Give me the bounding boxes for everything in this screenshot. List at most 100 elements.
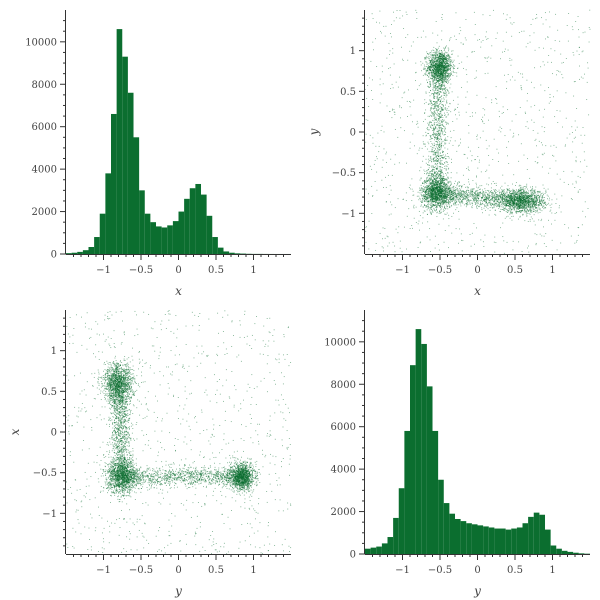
scatter-point	[543, 202, 545, 204]
scatter-point	[437, 192, 439, 194]
scatter-point	[511, 211, 513, 213]
scatter-point	[435, 171, 437, 172]
scatter-point	[438, 51, 440, 53]
scatter-point	[439, 192, 440, 194]
scatter-point	[437, 89, 439, 91]
scatter-point	[515, 206, 517, 208]
scatter-point	[426, 181, 428, 183]
scatter-point	[525, 197, 527, 198]
scatter-point	[432, 90, 434, 92]
scatter-point	[435, 118, 437, 120]
scatter-point	[422, 212, 424, 214]
scatter-point	[535, 205, 536, 207]
scatter-point	[425, 196, 426, 198]
scatter-point	[447, 68, 449, 70]
scatter-point	[440, 50, 442, 52]
scatter-point	[440, 54, 442, 56]
scatter-point	[415, 206, 417, 208]
scatter-point	[441, 79, 443, 81]
scatter-point	[524, 190, 526, 192]
scatter-point	[523, 195, 525, 197]
scatter-point	[432, 81, 434, 83]
scatter-point	[439, 177, 441, 179]
scatter-point	[439, 205, 441, 207]
scatter-point	[530, 186, 532, 188]
scatter-point	[432, 112, 434, 114]
scatter-point	[519, 184, 521, 186]
scatter-point	[437, 72, 439, 74]
scatter-point	[437, 202, 439, 204]
scatter-point	[440, 102, 442, 104]
scatter-point	[436, 155, 437, 157]
scatter-point	[428, 201, 430, 203]
scatter-point	[509, 205, 511, 207]
scatter-point	[436, 156, 437, 158]
scatter-point	[434, 114, 436, 116]
scatter-point	[437, 181, 439, 183]
scatter-point	[436, 167, 438, 169]
scatter-point	[426, 148, 428, 150]
scatter-point	[425, 205, 427, 207]
scatter-point	[433, 107, 435, 109]
scatter-point	[424, 181, 426, 183]
scatter-point	[431, 169, 433, 171]
scatter-point	[427, 73, 429, 75]
scatter-point	[516, 207, 518, 209]
scatter-point	[433, 142, 435, 144]
scatter-point	[435, 155, 437, 157]
scatter-point	[428, 122, 430, 123]
scatter-point	[513, 201, 515, 203]
scatter-point	[440, 158, 441, 160]
scatter-point	[509, 213, 511, 215]
scatter-point	[438, 57, 440, 59]
scatter-point	[507, 210, 509, 211]
scatter-point	[426, 196, 428, 198]
y-tick-label: 4000	[32, 165, 57, 176]
scatter-point	[431, 58, 433, 60]
scatter-point	[433, 126, 435, 128]
scatter-point	[444, 127, 446, 129]
scatter-point	[443, 81, 445, 83]
scatter-point	[439, 120, 440, 122]
scatter-point	[449, 201, 451, 203]
scatter-point	[440, 66, 442, 68]
scatter-point	[440, 145, 442, 147]
scatter-point	[445, 70, 447, 71]
scatter-point	[444, 190, 446, 192]
scatter-point	[513, 196, 515, 198]
scatter-point	[425, 195, 427, 196]
scatter-point	[528, 190, 530, 192]
scatter-point	[429, 69, 431, 70]
scatter-point	[539, 190, 541, 192]
scatter-point	[436, 90, 438, 92]
scatter-point	[510, 201, 512, 203]
scatter-point	[442, 72, 444, 74]
scatter-point	[445, 214, 447, 215]
scatter-point	[439, 202, 441, 203]
scatter-point	[423, 121, 424, 122]
scatter-point	[435, 135, 437, 136]
scatter-point	[498, 198, 500, 200]
scatter-point	[427, 204, 429, 206]
scatter-point	[525, 199, 526, 201]
scatter-point	[440, 180, 442, 182]
scatter-point	[525, 191, 526, 193]
scatter-point	[437, 153, 439, 155]
scatter-point	[521, 189, 523, 191]
scatter-point	[435, 199, 437, 201]
scatter-point	[443, 59, 444, 61]
scatter-point	[442, 202, 444, 203]
scatter-point	[434, 128, 436, 129]
scatter-point	[434, 210, 436, 212]
scatter-point	[433, 190, 435, 192]
scatter-point	[426, 179, 428, 181]
scatter-point	[441, 69, 443, 71]
scatter-point	[532, 198, 534, 200]
scatter-point	[449, 62, 451, 64]
scatter-point	[457, 67, 459, 69]
scatter-point	[445, 60, 447, 62]
scatter-point	[442, 179, 444, 181]
scatter-point	[444, 114, 446, 116]
scatter-point	[440, 68, 441, 70]
scatter-point	[432, 138, 434, 139]
